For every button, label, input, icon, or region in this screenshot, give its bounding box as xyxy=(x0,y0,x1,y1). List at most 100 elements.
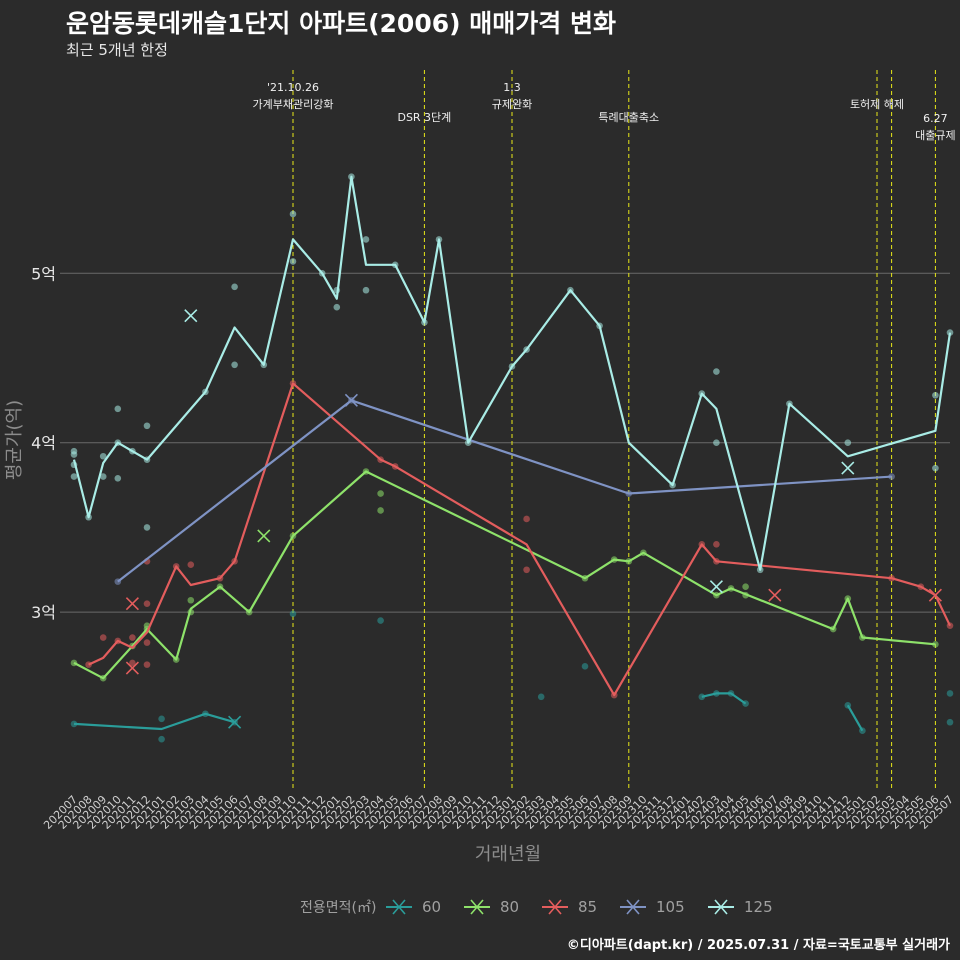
grid-lines xyxy=(60,272,950,613)
data-point xyxy=(99,634,107,641)
series-line xyxy=(117,399,892,583)
data-point xyxy=(946,329,954,336)
data-point xyxy=(231,361,238,369)
data-point xyxy=(581,663,589,670)
legend-swatch-cross xyxy=(626,899,640,915)
legend-swatch-cross xyxy=(548,899,562,915)
legend-item-80: 80 xyxy=(464,898,519,916)
legend-swatch-cross xyxy=(392,899,406,915)
event-label: DSR 3단계 xyxy=(397,111,451,124)
data-point xyxy=(946,718,954,726)
data-point xyxy=(932,641,939,648)
cross-marker xyxy=(125,661,139,675)
data-point xyxy=(158,735,165,743)
event-label: 1.3 xyxy=(503,81,521,94)
event-label: 6.27 xyxy=(923,112,948,125)
data-point xyxy=(946,690,954,697)
data-point xyxy=(143,639,151,646)
cross-marker xyxy=(184,309,198,323)
data-point xyxy=(932,391,939,399)
cross-marker xyxy=(709,580,723,594)
legend-title: 전용면적(㎡) xyxy=(300,900,376,916)
legend-swatch-cross xyxy=(714,899,728,915)
legend-label: 80 xyxy=(500,898,519,916)
series-60 xyxy=(70,610,954,743)
y-tick-label: 3억 xyxy=(31,603,56,622)
series-line xyxy=(72,175,952,571)
data-point xyxy=(333,303,341,311)
data-point xyxy=(143,422,151,430)
event-label: 토허제 해제 xyxy=(850,97,904,111)
legend-item-105: 105 xyxy=(620,898,685,916)
cross-marker xyxy=(125,597,139,611)
data-point xyxy=(187,596,195,604)
x-axis: 2020072020082020092020102020112020122021… xyxy=(41,793,956,832)
data-point xyxy=(143,524,151,531)
cross-marker xyxy=(928,588,942,602)
data-point xyxy=(713,368,720,375)
cross-marker xyxy=(257,529,271,543)
event-label: 가계부채관리강화 xyxy=(253,98,334,111)
data-point xyxy=(742,583,749,591)
cross-marker xyxy=(228,715,242,729)
chart-title: 운암동롯데캐슬1단지 아파트(2006) 매매가격 변화 xyxy=(66,9,616,38)
data-point xyxy=(143,661,151,668)
legend-label: 105 xyxy=(656,898,685,916)
series-85 xyxy=(85,380,954,699)
data-point xyxy=(289,258,297,265)
legend-item-85: 85 xyxy=(542,898,597,916)
event-label: 대출규제 xyxy=(915,129,955,142)
series-layer xyxy=(70,173,954,743)
data-point xyxy=(377,490,384,497)
y-axis: 3억 4억 5억 xyxy=(31,264,56,622)
legend: 전용면적(㎡) 60 80 85 105 125 xyxy=(300,898,773,916)
data-point xyxy=(99,452,107,460)
data-point xyxy=(362,236,370,243)
data-point xyxy=(187,561,195,568)
chart-subtitle: 최근 5개년 한정 xyxy=(66,41,168,59)
data-point xyxy=(713,439,720,447)
source-caption: ©디아파트(dapt.kr) / 2025.07.31 / 자료=국토교통부 실… xyxy=(566,938,950,953)
data-point xyxy=(114,405,122,413)
cross-marker xyxy=(841,461,855,475)
data-point xyxy=(143,600,151,607)
x-axis-label: 거래년월 xyxy=(475,844,541,865)
series-line xyxy=(701,692,747,705)
series-125 xyxy=(70,173,954,594)
y-axis-label: 평균가(억) xyxy=(4,400,25,480)
data-point xyxy=(523,566,530,574)
event-label: '21.10.26 xyxy=(267,81,319,94)
data-point xyxy=(377,507,384,514)
series-80 xyxy=(70,468,939,682)
y-tick-label: 5억 xyxy=(31,264,56,283)
series-line xyxy=(846,704,864,732)
data-point xyxy=(289,610,297,618)
legend-label: 60 xyxy=(422,898,441,916)
legend-item-60: 60 xyxy=(386,898,441,916)
y-tick-label: 4억 xyxy=(31,434,56,453)
data-point xyxy=(362,286,370,294)
event-label: 특례대출축소 xyxy=(598,111,659,124)
data-point xyxy=(713,541,720,548)
data-point xyxy=(523,515,530,523)
data-point xyxy=(129,659,136,667)
data-point xyxy=(698,693,706,701)
data-point xyxy=(158,715,165,723)
data-point xyxy=(377,617,384,624)
data-point xyxy=(888,473,895,480)
data-point xyxy=(70,451,78,458)
event-label: 규제완화 xyxy=(492,98,532,111)
data-point xyxy=(129,634,136,641)
legend-swatch-cross xyxy=(470,899,484,915)
series-line xyxy=(88,382,951,697)
data-point xyxy=(844,439,852,447)
series-line xyxy=(73,470,936,680)
data-point xyxy=(231,283,238,291)
legend-item-125: 125 xyxy=(708,898,773,916)
data-point xyxy=(932,464,939,472)
data-point xyxy=(537,693,545,701)
data-point xyxy=(99,473,107,480)
data-point xyxy=(289,210,297,218)
